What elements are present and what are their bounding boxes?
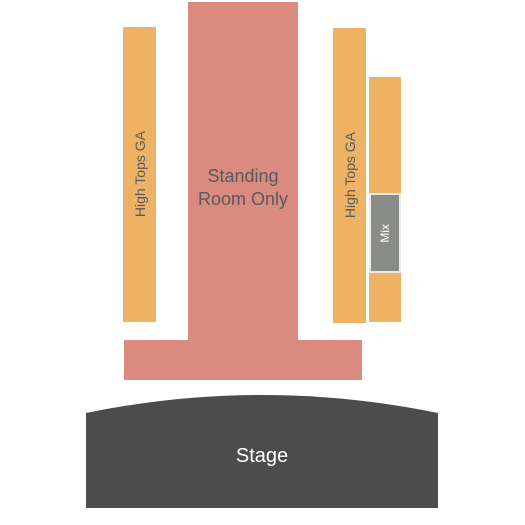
seating-chart: Standing Room Only High Tops GA High Top… xyxy=(0,0,525,525)
label-stage: Stage xyxy=(86,445,438,468)
